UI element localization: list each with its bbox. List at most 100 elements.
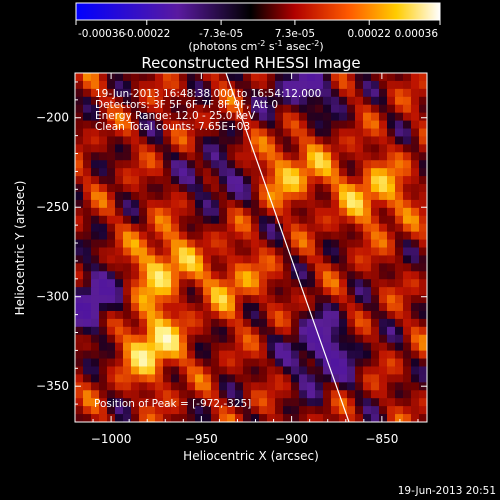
heatmap-cell <box>179 215 188 225</box>
heatmap-cell <box>147 160 156 169</box>
heatmap-cell <box>147 176 156 185</box>
heatmap-cell <box>259 191 268 201</box>
heatmap-cell <box>291 176 300 185</box>
heatmap-cell <box>315 112 324 122</box>
heatmap-cell <box>91 199 100 209</box>
heatmap-cell <box>323 199 332 209</box>
heatmap-cell <box>219 303 228 312</box>
heatmap-cell <box>203 184 212 193</box>
heatmap-cell <box>323 96 332 106</box>
heatmap-cell <box>83 88 92 98</box>
heatmap-cell <box>347 374 356 383</box>
heatmap-cell <box>371 239 380 249</box>
heatmap-cell <box>235 191 244 201</box>
heatmap-cell <box>299 303 308 312</box>
heatmap-cell <box>403 398 412 407</box>
heatmap-cell <box>187 414 196 422</box>
heatmap-cell <box>267 104 276 114</box>
heatmap-cell <box>299 310 308 320</box>
heatmap-cell <box>363 342 372 352</box>
heatmap-cell <box>163 350 172 360</box>
heatmap-cell <box>291 136 300 145</box>
heatmap-cell <box>291 326 300 336</box>
heatmap-cell <box>331 120 340 130</box>
heatmap-cell <box>379 231 388 241</box>
heatmap-cell <box>219 207 228 217</box>
heatmap-cell <box>203 414 212 422</box>
heatmap-cell <box>371 350 380 360</box>
heatmap-cell <box>371 215 380 225</box>
heatmap-cell <box>155 398 164 407</box>
heatmap-cell <box>299 342 308 352</box>
heatmap-cell <box>395 382 404 391</box>
heatmap-cell <box>211 112 220 122</box>
heatmap-cell <box>339 414 348 422</box>
heatmap-cell <box>107 295 116 304</box>
heatmap-cell <box>363 287 372 296</box>
heatmap-cell <box>315 414 324 422</box>
heatmap-cell <box>315 168 324 177</box>
heatmap-cell <box>419 239 427 249</box>
heatmap-cell <box>275 144 284 153</box>
heatmap-cell <box>267 263 276 272</box>
heatmap-cell <box>131 184 140 193</box>
heatmap-cell <box>155 342 164 352</box>
heatmap-cell <box>107 406 116 415</box>
heatmap-cell <box>163 152 172 161</box>
heatmap-cell <box>371 271 380 280</box>
heatmap-cell <box>251 176 260 185</box>
heatmap-cell <box>387 104 396 114</box>
heatmap-cell <box>387 303 396 312</box>
heatmap-cell <box>387 255 396 264</box>
heatmap-cell <box>299 334 308 344</box>
heatmap-cell <box>395 223 404 233</box>
heatmap-cell <box>339 382 348 391</box>
heatmap-cell <box>283 223 292 233</box>
heatmap-cell <box>387 184 396 193</box>
heatmap-cell <box>371 120 380 130</box>
heatmap-cell <box>259 255 268 264</box>
heatmap-cell <box>75 318 84 328</box>
heatmap-cell <box>235 350 244 360</box>
heatmap-cell <box>283 255 292 264</box>
heatmap-cell <box>227 342 236 352</box>
heatmap-cell <box>171 295 180 304</box>
heatmap-cell <box>283 414 292 422</box>
heatmap-cell <box>275 366 284 376</box>
heatmap-cell <box>403 239 412 249</box>
heatmap-cell <box>411 207 420 217</box>
heatmap-cell <box>179 176 188 185</box>
heatmap-cell <box>267 414 276 422</box>
heatmap-cell <box>187 223 196 233</box>
heatmap-cell <box>307 374 316 383</box>
heatmap-cell <box>379 295 388 304</box>
heatmap-cell <box>299 152 308 161</box>
heatmap-cell <box>91 247 100 257</box>
heatmap-cell <box>275 374 284 383</box>
heatmap-cell <box>179 160 188 169</box>
heatmap-cell <box>83 231 92 241</box>
heatmap-cell <box>211 96 220 106</box>
heatmap-cell <box>75 73 84 82</box>
heatmap-cell <box>195 263 204 272</box>
heatmap-cell <box>299 73 308 82</box>
heatmap-cell <box>115 80 124 90</box>
heatmap-cell <box>411 239 420 249</box>
heatmap-cell <box>259 295 268 304</box>
heatmap-cell <box>355 152 364 161</box>
heatmap-cell <box>83 104 92 114</box>
heatmap-cell <box>403 104 412 114</box>
heatmap-cell <box>83 168 92 177</box>
heatmap-cell <box>227 318 236 328</box>
heatmap-cell <box>243 80 252 90</box>
heatmap-cell <box>267 231 276 241</box>
heatmap-cell <box>195 303 204 312</box>
heatmap-cell <box>195 199 204 209</box>
heatmap-cell <box>307 207 316 217</box>
heatmap-cell <box>99 191 108 201</box>
heatmap-cell <box>99 184 108 193</box>
heatmap-cell <box>315 176 324 185</box>
heatmap-cell <box>371 318 380 328</box>
heatmap-cell <box>219 374 228 383</box>
heatmap-cell <box>123 184 132 193</box>
